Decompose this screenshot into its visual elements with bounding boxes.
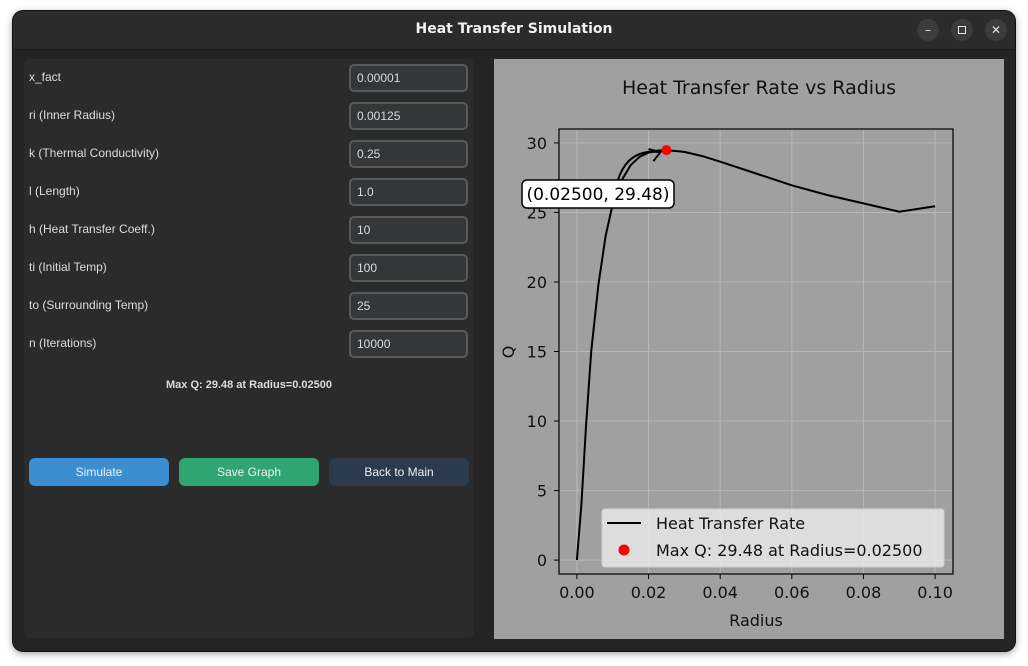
chart-svg: Heat Transfer Rate vs Radius 0.00 0.02 0.0… (499, 77, 954, 630)
thermal-conductivity-input[interactable] (349, 140, 468, 168)
iterations-input[interactable] (349, 330, 468, 358)
heat-transfer-coeff-input[interactable] (349, 216, 468, 244)
annotation-arrowhead (648, 148, 663, 162)
legend-point-swatch (618, 544, 630, 556)
field-row-to: to (Surrounding Temp) (24, 292, 474, 320)
legend-label-max-q: Max Q: 29.48 at Radius=0.02500 (656, 541, 923, 560)
minimize-button[interactable]: – (917, 19, 939, 41)
title-bar: Heat Transfer Simulation – ✕ (13, 11, 1015, 50)
field-label: to (Surrounding Temp) (29, 298, 149, 312)
x-tick-label: 0.08 (846, 583, 882, 602)
maximize-icon (958, 26, 966, 34)
legend-box (601, 508, 945, 568)
length-input[interactable] (349, 178, 468, 206)
max-q-result: Max Q: 29.48 at Radius=0.02500 (165, 379, 332, 391)
main-content: x_fact ri (Inner Radius) k (Thermal Cond… (13, 50, 1015, 651)
parameter-panel: x_fact ri (Inner Radius) k (Thermal Cond… (24, 59, 474, 638)
field-label: k (Thermal Conductivity) (29, 146, 160, 160)
y-tick-label: 10 (527, 412, 547, 431)
x-axis-label: Radius (729, 611, 783, 630)
plot-area: Heat Transfer Rate vs Radius 0.00 0.02 0.0… (494, 59, 1004, 639)
y-tick-label: 5 (537, 482, 547, 501)
window-title: Heat Transfer Simulation (415, 21, 613, 37)
annotation-box (521, 179, 675, 209)
y-tick-label: 0 (537, 551, 547, 570)
field-row-h: h (Heat Transfer Coeff.) (24, 216, 474, 244)
save-graph-button[interactable]: Save Graph (179, 458, 319, 486)
close-icon: ✕ (990, 23, 1002, 37)
x-tick-label: 0.10 (917, 583, 953, 602)
x-tick-label: 0.00 (559, 583, 595, 602)
chart-grid (559, 129, 953, 574)
surrounding-temp-input[interactable] (349, 292, 468, 320)
maximize-button[interactable] (951, 19, 973, 41)
y-axis-label: Q (499, 346, 518, 359)
field-row-l: l (Length) (24, 178, 474, 206)
simulate-button[interactable]: Simulate (29, 458, 169, 486)
close-button[interactable]: ✕ (985, 19, 1007, 41)
field-label: x_fact (29, 70, 62, 84)
field-label: h (Heat Transfer Coeff.) (29, 222, 155, 236)
series-line-heat-transfer-rate (575, 149, 936, 561)
inner-radius-input[interactable] (349, 102, 468, 130)
y-tick-label: 30 (527, 134, 547, 153)
max-point-marker (661, 145, 672, 156)
field-row-x-fact: x_fact (24, 64, 474, 92)
legend-label-heat-transfer-rate: Heat Transfer Rate (656, 514, 805, 533)
app-window: Heat Transfer Simulation – ✕ x_fact ri (… (13, 11, 1015, 651)
field-row-ri: ri (Inner Radius) (24, 102, 474, 130)
x-fact-input[interactable] (349, 64, 468, 92)
field-label: l (Length) (29, 184, 80, 198)
chart-legend: Heat Transfer Rate Max Q: 29.48 at Radiu… (601, 508, 945, 568)
x-tick-label: 0.02 (631, 583, 667, 602)
y-tick-label: 15 (527, 343, 547, 362)
field-row-ti: ti (Initial Temp) (24, 254, 474, 282)
back-to-main-button[interactable]: Back to Main (329, 458, 469, 486)
y-tick-label: 20 (527, 273, 547, 292)
minimize-icon: – (925, 23, 931, 37)
field-row-k: k (Thermal Conductivity) (24, 140, 474, 168)
field-row-n: n (Iterations) (24, 330, 474, 358)
initial-temp-input[interactable] (349, 254, 468, 282)
field-label: n (Iterations) (29, 336, 97, 350)
field-label: ri (Inner Radius) (29, 108, 116, 122)
annotation-label: (0.02500, 29.48) (526, 185, 669, 205)
x-tick-label: 0.06 (774, 583, 810, 602)
field-label: ti (Initial Temp) (29, 260, 107, 274)
x-tick-label: 0.04 (702, 583, 738, 602)
chart-title: Heat Transfer Rate vs Radius (622, 77, 896, 99)
